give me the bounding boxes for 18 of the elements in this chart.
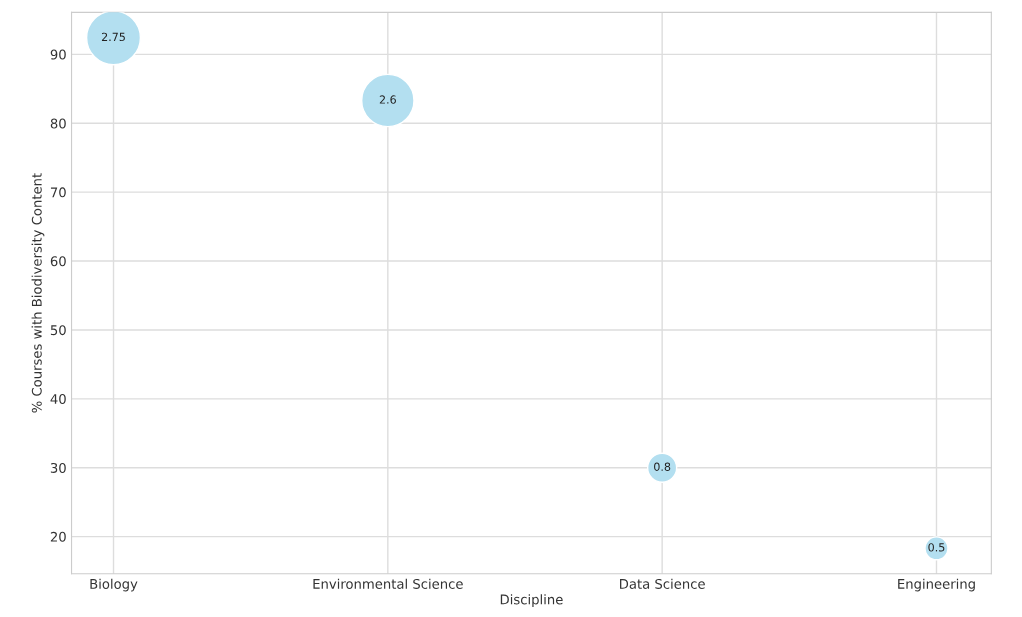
y-tick-label: 90 xyxy=(50,49,66,60)
y-tick-label: 50 xyxy=(50,325,66,336)
data-label: 2.75 xyxy=(101,32,125,42)
y-tick-label: 20 xyxy=(50,531,66,542)
y-tick-label: 30 xyxy=(50,462,66,473)
x-tick-label: Environmental Science xyxy=(313,578,463,589)
x-axis-title: Discipline xyxy=(500,594,563,607)
data-label: 2.6 xyxy=(379,95,396,104)
x-tick-label: Engineering xyxy=(898,578,975,592)
data-label: 0.8 xyxy=(654,462,671,471)
y-tick-label: 40 xyxy=(50,394,66,405)
x-tick-label: Biology xyxy=(90,578,138,592)
data-label: 0.5 xyxy=(928,543,945,552)
y-tick-label: 60 xyxy=(50,256,66,267)
y-tick-label: 80 xyxy=(50,118,66,129)
y-tick-label: 70 xyxy=(50,187,66,198)
y-axis-title: % Courses with Biodiversity Content xyxy=(31,173,45,413)
x-tick-label: Data Science xyxy=(620,578,705,589)
